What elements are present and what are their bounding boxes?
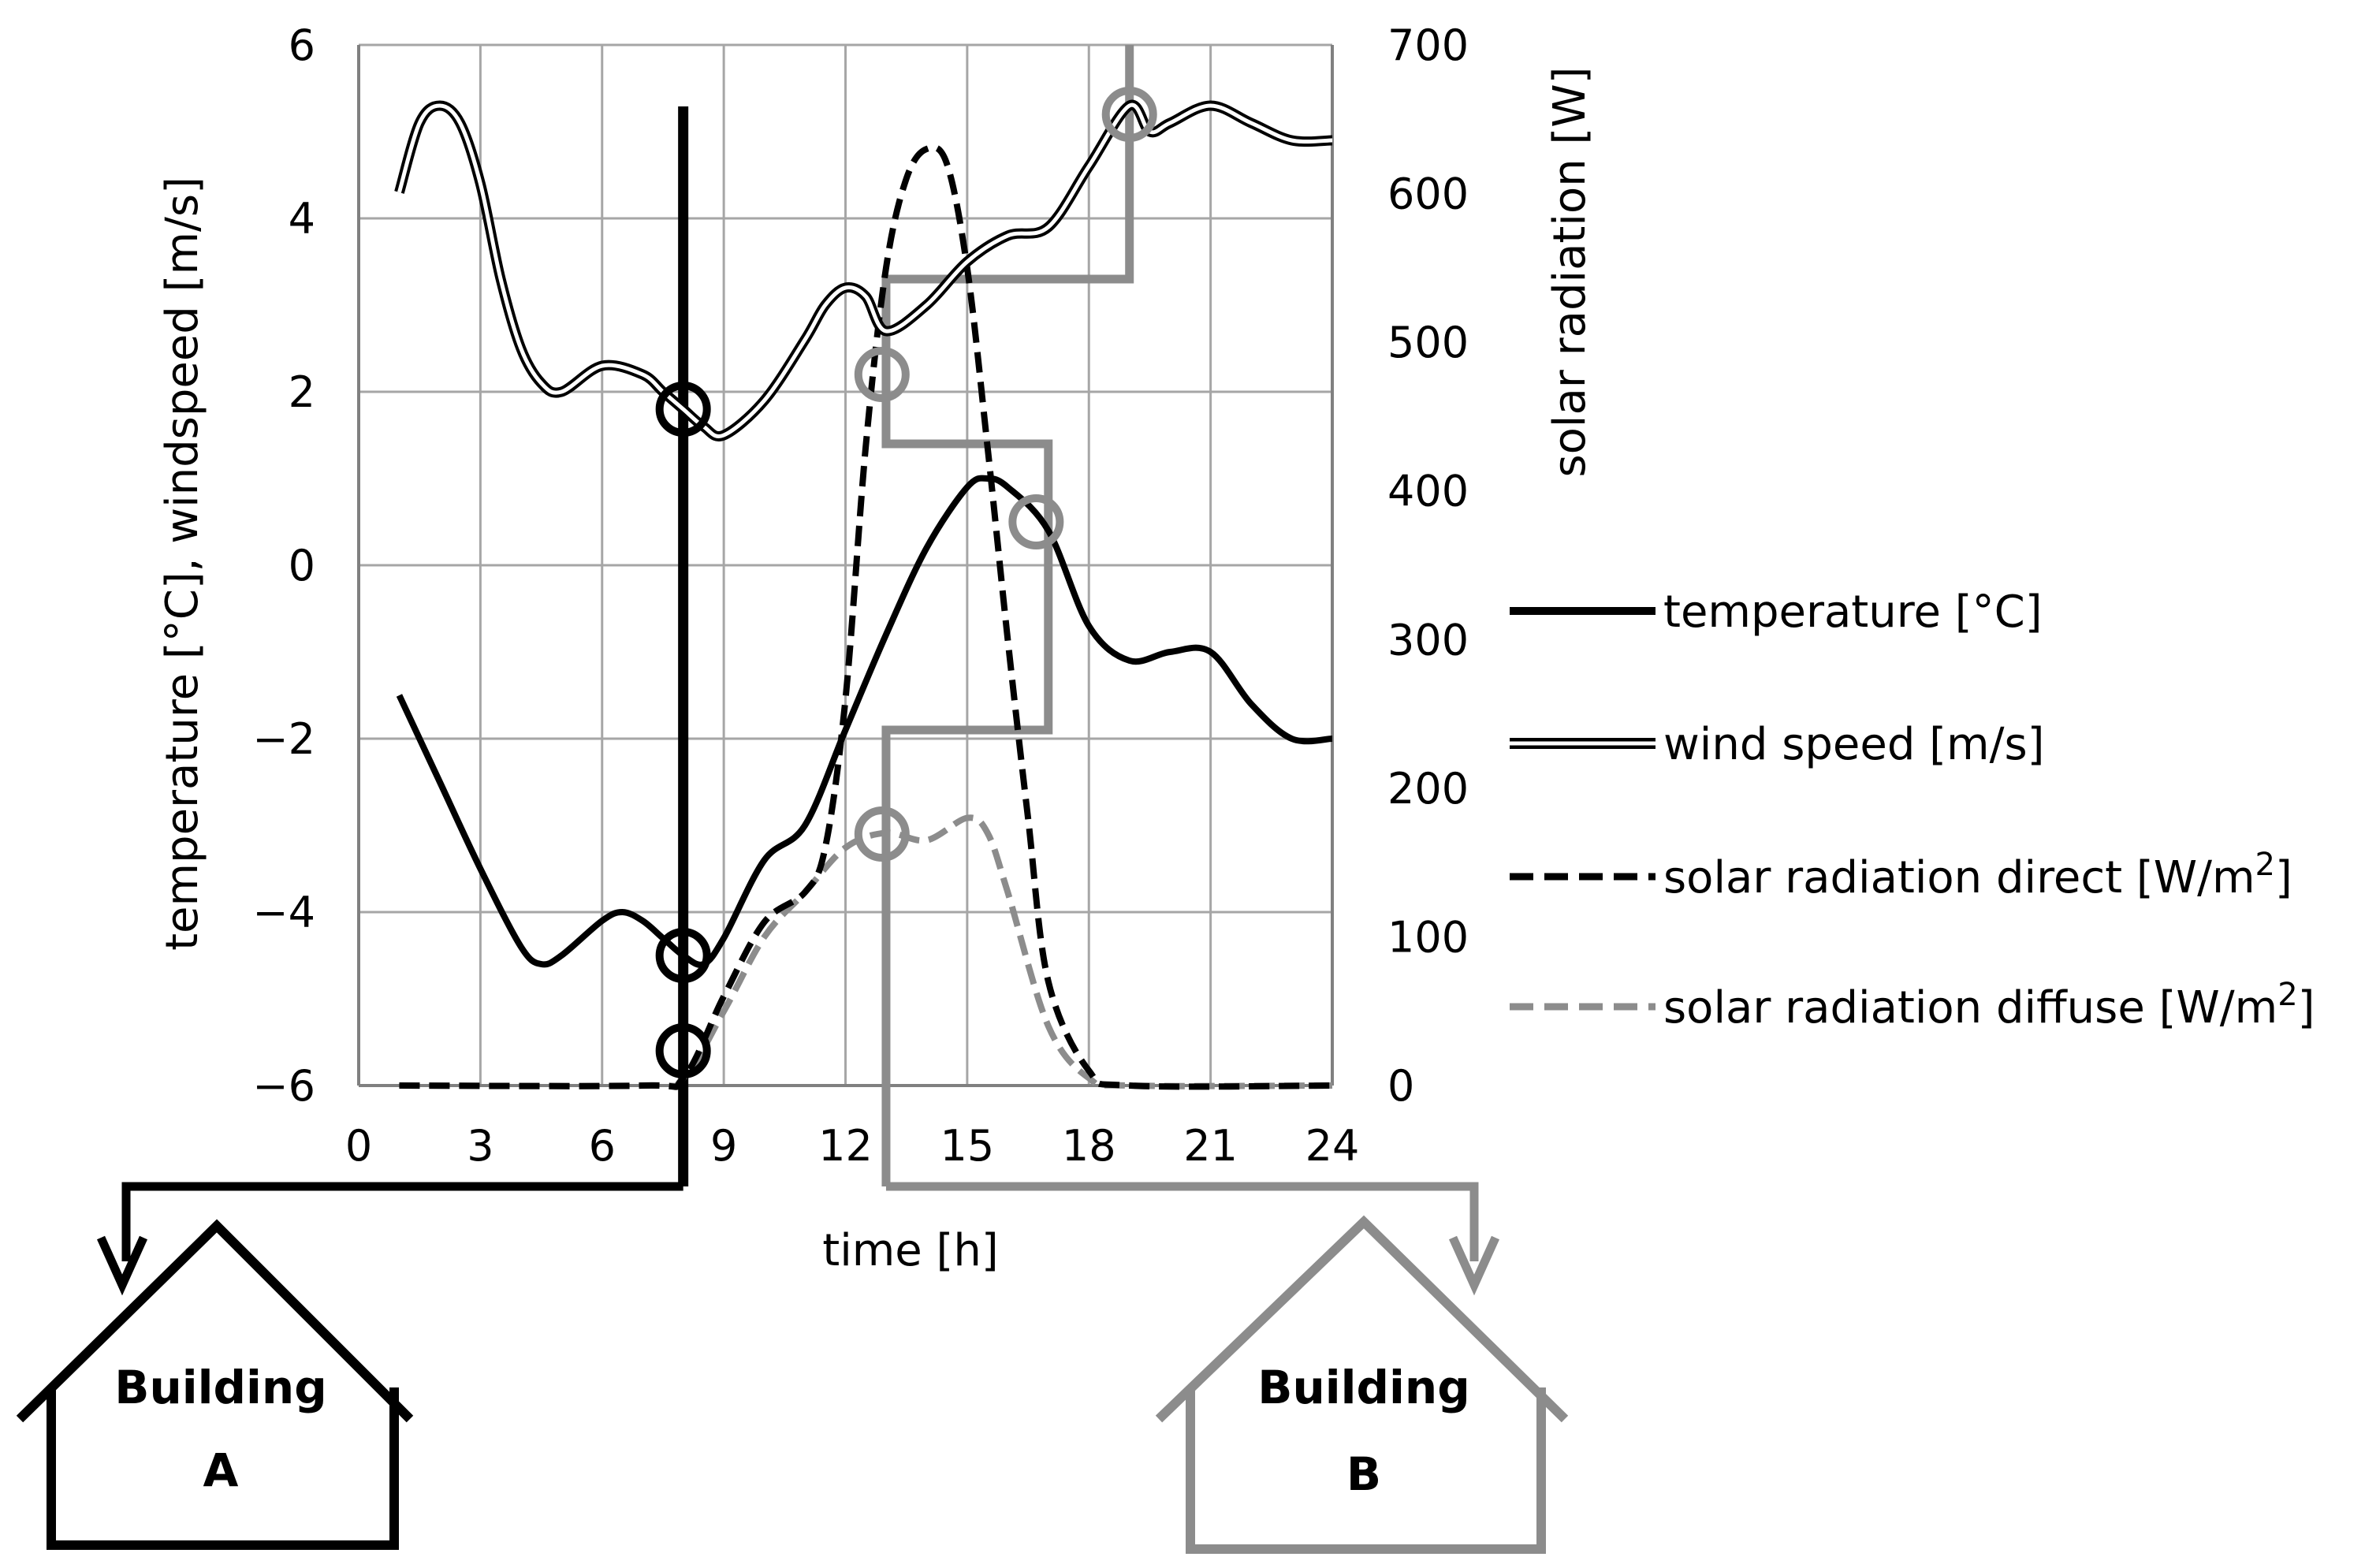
- x-axis-title: time [h]: [822, 1225, 999, 1276]
- y-right-tick-label: 400: [1387, 467, 1469, 516]
- series-solar-diffuse: [399, 814, 1333, 1089]
- legend-label-solar-diffuse-text: solar radiation diffuse [W/m: [1663, 982, 2277, 1034]
- y-right-tick-label: 0: [1387, 1061, 1414, 1111]
- legend-label-solar-diffuse-close: ]: [2298, 982, 2315, 1034]
- building-b-label-line2: B: [1346, 1447, 1381, 1501]
- y-right-tick-label: 500: [1387, 318, 1469, 367]
- y-left-tick-label: −6: [252, 1061, 315, 1111]
- building-b-marker: [854, 806, 910, 862]
- y-right-tick-label: 300: [1387, 615, 1469, 665]
- legend-label-solar-diffuse-sup: 2: [2277, 977, 2297, 1013]
- building-b-walls: [1186, 1387, 1546, 1554]
- building-b-marker: [1008, 494, 1064, 549]
- legend-label-solar-diffuse: solar radiation diffuse [W/m2]: [1663, 977, 2315, 1034]
- legend-label-wind-speed: wind speed [m/s]: [1663, 719, 2044, 770]
- building-a-label-line1: Building: [114, 1361, 326, 1414]
- building-a-marker: [655, 382, 711, 437]
- series-wind-speed-inner: [397, 102, 1333, 438]
- building-connector-lines: [96, 45, 1500, 1296]
- y-left-axis-title: temperature [°C], windspeed [m/s]: [157, 177, 208, 951]
- legend-label-temperature: temperature [°C]: [1663, 587, 2043, 638]
- legend-label-solar-direct-sup: 2: [2255, 847, 2275, 883]
- y-right-tick-label: 200: [1387, 764, 1469, 814]
- building-b-marker: [1101, 87, 1157, 142]
- x-tick-label: 9: [710, 1121, 737, 1171]
- y-right-axis-title: solar radiation [W]: [1544, 66, 1596, 477]
- series-solar-direct: [399, 143, 1333, 1090]
- building-a-walls: [47, 1387, 399, 1550]
- legend-item-temperature: temperature [°C]: [1510, 587, 2043, 638]
- building-b-connector-steps: [881, 45, 1134, 1186]
- building-b-roof: [1155, 1215, 1569, 1423]
- x-tick-label: 3: [467, 1121, 493, 1171]
- y-right-tick-label: 700: [1387, 20, 1469, 70]
- x-tick-label: 0: [345, 1121, 372, 1171]
- building-b-connector-horizontal: [885, 1182, 1479, 1261]
- legend-item-wind-speed: wind speed [m/s]: [1510, 719, 2044, 770]
- legend-item-solar-diffuse: solar radiation diffuse [W/m2]: [1510, 977, 2315, 1034]
- x-tick-label: 24: [1305, 1121, 1360, 1171]
- marker-layer: [655, 87, 1157, 1078]
- y-right-tick-label: 600: [1387, 169, 1469, 219]
- legend-label-solar-direct-text: solar radiation direct [W/m: [1663, 852, 2255, 903]
- x-tick-label: 21: [1183, 1121, 1238, 1171]
- y-right-tick-label: 100: [1387, 912, 1469, 962]
- tick-layer: 0 3 6 9 12 15 18 21 24−6−4−202460100200300400500…: [252, 20, 1469, 1171]
- y-left-tick-label: 0: [289, 541, 315, 590]
- y-left-tick-label: 4: [289, 194, 315, 244]
- legend: temperature [°C] wind speed [m/s] solar …: [1510, 587, 2315, 1034]
- y-left-tick-label: −2: [252, 714, 315, 764]
- legend-label-solar-direct: solar radiation direct [W/m2]: [1663, 847, 2292, 903]
- building-a-marker: [655, 1023, 711, 1078]
- grid: [357, 43, 1334, 1087]
- building-a-roof: [16, 1219, 414, 1423]
- x-tick-label: 18: [1062, 1121, 1116, 1171]
- legend-item-solar-direct: solar radiation direct [W/m2]: [1510, 847, 2292, 903]
- building-a-label-line2: A: [203, 1443, 239, 1497]
- x-tick-label: 6: [589, 1121, 616, 1171]
- y-left-tick-label: 2: [289, 367, 315, 417]
- building-a-connector-horizontal: [121, 1182, 683, 1261]
- building-b-marker: [854, 347, 910, 402]
- legend-label-solar-direct-close: ]: [2275, 852, 2292, 903]
- building-b-label-line1: Building: [1257, 1361, 1469, 1414]
- y-left-tick-label: −4: [252, 888, 315, 937]
- building-a: Building A: [16, 1219, 414, 1550]
- series-layer: [394, 99, 1333, 1090]
- x-tick-label: 12: [818, 1121, 873, 1171]
- series-temperature: [396, 475, 1333, 968]
- building-b: Building B: [1155, 1215, 1569, 1554]
- building-a-marker: [655, 928, 711, 983]
- x-tick-label: 15: [940, 1121, 995, 1171]
- y-left-tick-label: 6: [289, 20, 315, 70]
- building-b-arrowhead: [1448, 1235, 1500, 1296]
- building-a-arrowhead: [96, 1235, 148, 1296]
